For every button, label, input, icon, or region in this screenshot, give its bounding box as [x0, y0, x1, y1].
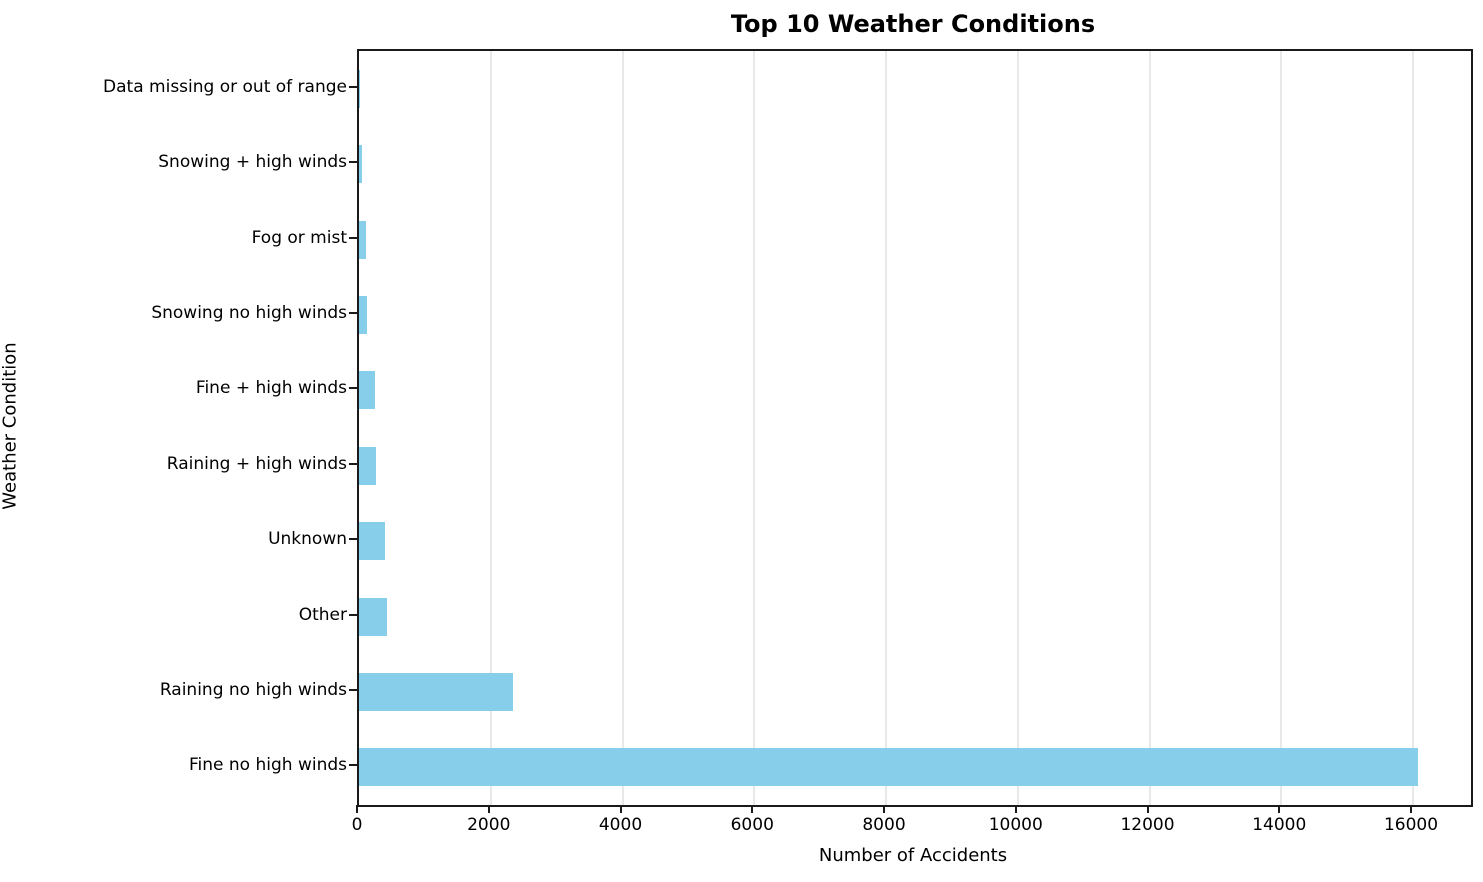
gridline: [621, 51, 624, 805]
category-label: Other: [298, 604, 347, 625]
x-tick-mark: [1146, 805, 1149, 813]
x-tick-label: 0: [351, 815, 363, 835]
gridline: [1412, 51, 1415, 805]
x-tick-mark: [487, 805, 490, 813]
bar: [359, 145, 362, 184]
x-tick-label: 4000: [598, 815, 643, 835]
bar: [359, 672, 513, 711]
category-label: Snowing no high winds: [151, 302, 347, 323]
y-tick-mark: [349, 613, 357, 616]
x-tick-label: 10000: [988, 815, 1043, 835]
gridline: [1280, 51, 1283, 805]
bar: [359, 597, 388, 636]
y-tick-mark: [349, 161, 357, 164]
gridline: [489, 51, 492, 805]
y-axis-label: Weather Condition: [0, 342, 21, 510]
x-tick-label: 2000: [467, 815, 511, 835]
x-tick-mark: [619, 805, 622, 813]
x-tick-label: 8000: [862, 815, 906, 835]
y-tick-mark: [349, 311, 357, 314]
x-tick-label: 6000: [730, 815, 774, 835]
y-tick-mark: [349, 462, 357, 465]
category-label: Raining no high winds: [159, 679, 347, 700]
bar: [359, 69, 360, 108]
y-tick-mark: [349, 764, 357, 767]
x-tick-mark: [1014, 805, 1017, 813]
x-tick-mark: [1278, 805, 1281, 813]
bar: [359, 446, 376, 485]
bar: [359, 295, 367, 334]
x-tick-label: 16000: [1383, 815, 1439, 835]
x-axis-label: Number of Accidents: [818, 845, 1008, 866]
category-label: Unknown: [268, 529, 347, 550]
x-tick-mark: [751, 805, 754, 813]
category-label: Raining + high winds: [166, 453, 347, 474]
chart-title: Top 10 Weather Conditions: [730, 10, 1096, 38]
y-tick-mark: [349, 85, 357, 88]
category-label: Data missing or out of range: [103, 76, 347, 97]
plot-area: [357, 49, 1473, 807]
category-label: Fine no high winds: [189, 755, 347, 776]
x-tick-label: 12000: [1120, 815, 1175, 835]
x-tick-mark: [883, 805, 885, 813]
bar: [359, 220, 366, 259]
x-tick-mark: [356, 805, 358, 813]
gridline: [1148, 51, 1151, 805]
category-label: Fog or mist: [251, 227, 347, 248]
gridline: [753, 51, 756, 805]
x-tick-mark: [1410, 805, 1413, 813]
y-tick-mark: [349, 538, 357, 541]
category-label: Snowing + high winds: [158, 152, 347, 173]
y-tick-mark: [349, 688, 357, 691]
bar: [359, 748, 1419, 787]
y-tick-mark: [349, 236, 357, 239]
x-tick-label: 14000: [1252, 815, 1307, 835]
bar: [359, 522, 385, 561]
gridline: [1016, 51, 1019, 805]
y-tick-mark: [349, 387, 357, 390]
gridline: [885, 51, 887, 805]
bar: [359, 371, 375, 410]
category-label: Fine + high winds: [195, 378, 347, 399]
